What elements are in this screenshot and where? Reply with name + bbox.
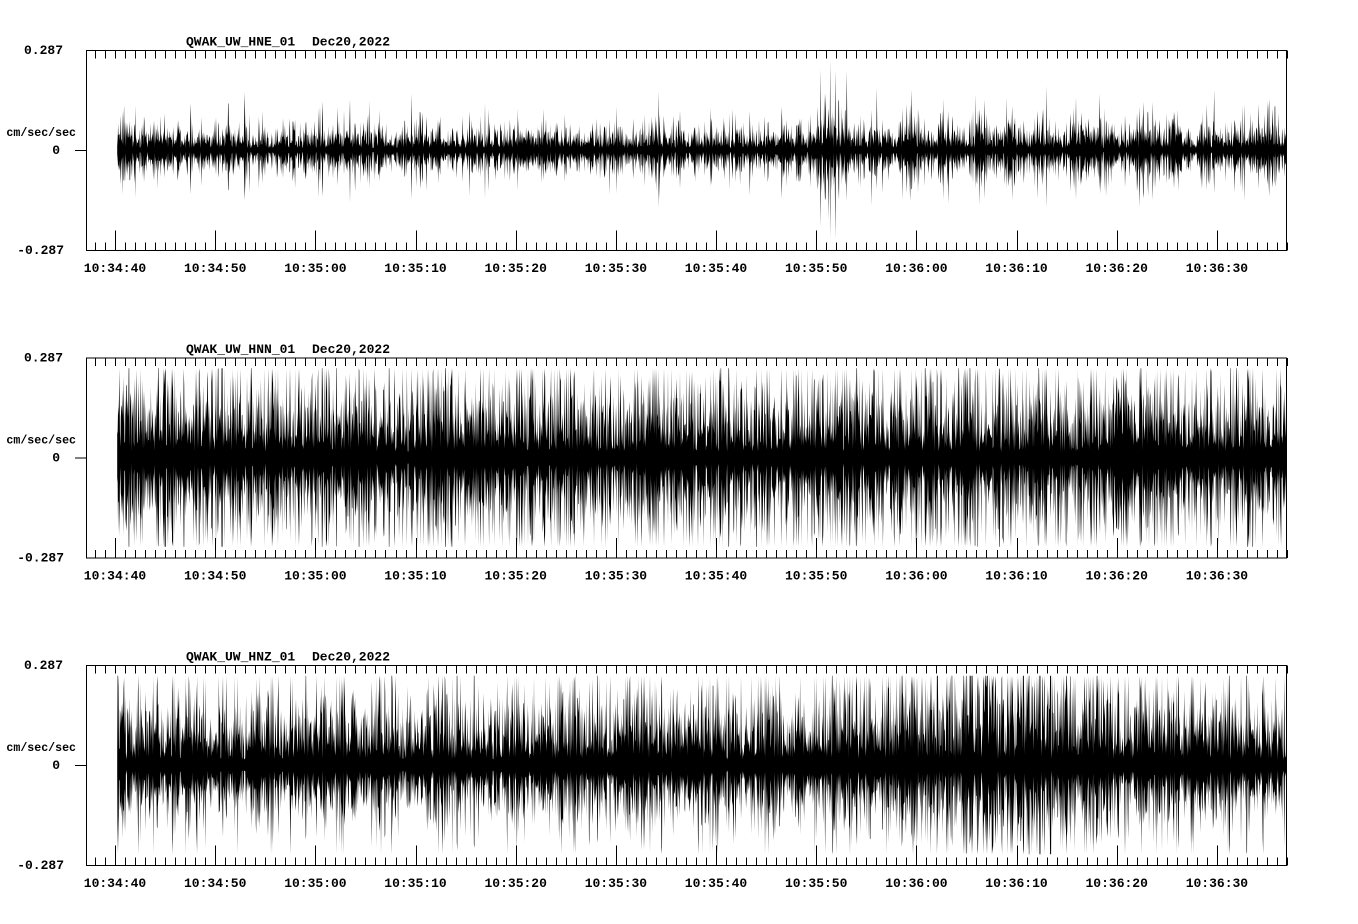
svg-text:cm/sec/sec: cm/sec/sec bbox=[6, 127, 76, 140]
svg-text:10:36:10: 10:36:10 bbox=[985, 876, 1048, 891]
svg-text:10:35:10: 10:35:10 bbox=[384, 261, 447, 276]
svg-text:10:35:30: 10:35:30 bbox=[585, 261, 648, 276]
svg-text:10:35:50: 10:35:50 bbox=[785, 569, 848, 584]
svg-text:10:35:00: 10:35:00 bbox=[284, 876, 347, 891]
svg-text:Dec20,2022: Dec20,2022 bbox=[312, 342, 390, 357]
svg-text:QWAK_UW_HNE_01: QWAK_UW_HNE_01 bbox=[186, 34, 295, 49]
svg-text:QWAK_UW_HNZ_01: QWAK_UW_HNZ_01 bbox=[186, 649, 295, 664]
svg-text:10:36:00: 10:36:00 bbox=[885, 261, 948, 276]
svg-text:10:36:00: 10:36:00 bbox=[885, 876, 948, 891]
svg-text:10:34:40: 10:34:40 bbox=[84, 569, 147, 584]
svg-text:10:35:10: 10:35:10 bbox=[384, 569, 447, 584]
svg-text:10:36:20: 10:36:20 bbox=[1085, 569, 1148, 584]
svg-text:10:34:50: 10:34:50 bbox=[184, 261, 247, 276]
svg-text:10:36:30: 10:36:30 bbox=[1186, 876, 1249, 891]
svg-text:Dec20,2022: Dec20,2022 bbox=[312, 649, 390, 664]
svg-text:10:36:10: 10:36:10 bbox=[985, 261, 1048, 276]
svg-text:10:35:10: 10:35:10 bbox=[384, 876, 447, 891]
svg-text:10:36:20: 10:36:20 bbox=[1085, 876, 1148, 891]
svg-text:0.287: 0.287 bbox=[24, 43, 63, 58]
svg-text:QWAK_UW_HNN_01: QWAK_UW_HNN_01 bbox=[186, 342, 295, 357]
svg-text:0: 0 bbox=[52, 758, 60, 773]
svg-text:0: 0 bbox=[52, 143, 60, 158]
svg-text:10:36:10: 10:36:10 bbox=[985, 569, 1048, 584]
svg-text:10:34:50: 10:34:50 bbox=[184, 569, 247, 584]
svg-text:10:35:40: 10:35:40 bbox=[685, 261, 748, 276]
svg-text:10:36:30: 10:36:30 bbox=[1186, 261, 1249, 276]
svg-text:Dec20,2022: Dec20,2022 bbox=[312, 34, 390, 49]
svg-text:10:34:40: 10:34:40 bbox=[84, 876, 147, 891]
svg-text:10:35:40: 10:35:40 bbox=[685, 569, 748, 584]
svg-text:10:35:20: 10:35:20 bbox=[484, 876, 547, 891]
svg-text:0.287: 0.287 bbox=[24, 658, 63, 673]
svg-text:10:35:20: 10:35:20 bbox=[484, 261, 547, 276]
svg-text:10:36:30: 10:36:30 bbox=[1186, 569, 1249, 584]
svg-text:cm/sec/sec: cm/sec/sec bbox=[6, 435, 76, 448]
svg-text:-0.287: -0.287 bbox=[17, 551, 64, 566]
svg-text:cm/sec/sec: cm/sec/sec bbox=[6, 742, 76, 755]
svg-text:10:35:00: 10:35:00 bbox=[284, 569, 347, 584]
svg-text:0.287: 0.287 bbox=[24, 351, 63, 366]
svg-text:10:35:30: 10:35:30 bbox=[585, 876, 648, 891]
svg-text:10:34:50: 10:34:50 bbox=[184, 876, 247, 891]
svg-text:10:35:30: 10:35:30 bbox=[585, 569, 648, 584]
svg-text:10:36:20: 10:36:20 bbox=[1085, 261, 1148, 276]
svg-text:10:35:50: 10:35:50 bbox=[785, 261, 848, 276]
svg-text:10:34:40: 10:34:40 bbox=[84, 261, 147, 276]
svg-text:10:35:20: 10:35:20 bbox=[484, 569, 547, 584]
svg-text:10:36:00: 10:36:00 bbox=[885, 569, 948, 584]
svg-text:0: 0 bbox=[52, 451, 60, 466]
svg-text:-0.287: -0.287 bbox=[17, 858, 64, 873]
svg-text:10:35:50: 10:35:50 bbox=[785, 876, 848, 891]
svg-text:10:35:00: 10:35:00 bbox=[284, 261, 347, 276]
svg-text:-0.287: -0.287 bbox=[17, 243, 64, 258]
svg-text:10:35:40: 10:35:40 bbox=[685, 876, 748, 891]
